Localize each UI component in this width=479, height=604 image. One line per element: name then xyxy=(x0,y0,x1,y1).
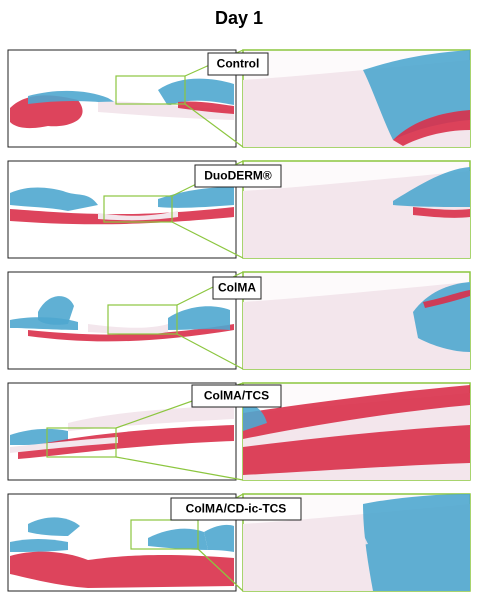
tissue-zoom xyxy=(243,167,470,258)
zoom-panel xyxy=(242,382,471,481)
tissue xyxy=(243,385,470,439)
tissue xyxy=(204,524,234,552)
tissue xyxy=(28,90,118,104)
panel-label: ColMA/CD-ic-TCS xyxy=(186,502,287,516)
zoom-region xyxy=(107,304,178,335)
tissue-zoom xyxy=(243,282,470,369)
tissue xyxy=(168,306,230,330)
tissue xyxy=(28,517,80,536)
tissue xyxy=(393,167,470,207)
panel-label: DuoDERM® xyxy=(204,169,272,183)
panel-label: ColMA/TCS xyxy=(204,389,269,403)
panel-label: Control xyxy=(217,57,260,71)
label-box xyxy=(191,384,282,408)
label-box xyxy=(207,52,269,76)
tissue xyxy=(423,290,470,308)
label-box xyxy=(194,164,282,188)
overview-panel xyxy=(7,271,237,370)
zoom-panel xyxy=(242,271,471,370)
tissue xyxy=(243,403,267,431)
zoom-connector xyxy=(197,548,244,592)
tissue xyxy=(98,211,178,221)
tissue xyxy=(10,437,118,453)
tissue xyxy=(178,101,234,114)
tissue xyxy=(10,187,98,211)
zoom-region xyxy=(115,75,186,105)
zoom-connector xyxy=(171,221,244,259)
figure-title: Day 1 xyxy=(215,8,263,28)
zoom-panel xyxy=(242,160,471,259)
tissue-zoom xyxy=(243,385,470,480)
tissue-zoom xyxy=(243,50,470,147)
tissue xyxy=(148,528,208,550)
tissue xyxy=(243,425,470,475)
tissue-overview xyxy=(10,187,234,225)
zoom-connector xyxy=(176,333,244,370)
tissue xyxy=(158,78,234,106)
zoom-region xyxy=(46,427,117,458)
tissue xyxy=(10,428,68,445)
overview-panel xyxy=(7,49,237,148)
zoom-region xyxy=(103,195,173,223)
tissue xyxy=(68,405,234,431)
tissue xyxy=(158,187,234,208)
zoom-connector xyxy=(115,456,244,481)
label-box xyxy=(170,497,302,521)
zoom-connector xyxy=(184,103,244,148)
overview-panel xyxy=(7,382,237,481)
label-box xyxy=(212,276,262,300)
tissue xyxy=(363,494,470,591)
zoom-panel xyxy=(242,493,471,592)
tissue xyxy=(393,110,470,146)
panel-label: ColMA xyxy=(218,281,256,295)
tissue xyxy=(243,534,368,562)
tissue xyxy=(413,207,470,218)
zoom-region xyxy=(130,519,199,550)
zoom-panel xyxy=(242,49,471,148)
tissue-overview xyxy=(10,517,234,588)
tissue xyxy=(10,317,78,330)
tissue xyxy=(10,539,68,552)
tissue xyxy=(243,282,470,369)
tissue-overview xyxy=(10,405,234,459)
tissue xyxy=(10,551,234,588)
tissue xyxy=(18,425,234,459)
tissue-zoom xyxy=(243,494,470,591)
